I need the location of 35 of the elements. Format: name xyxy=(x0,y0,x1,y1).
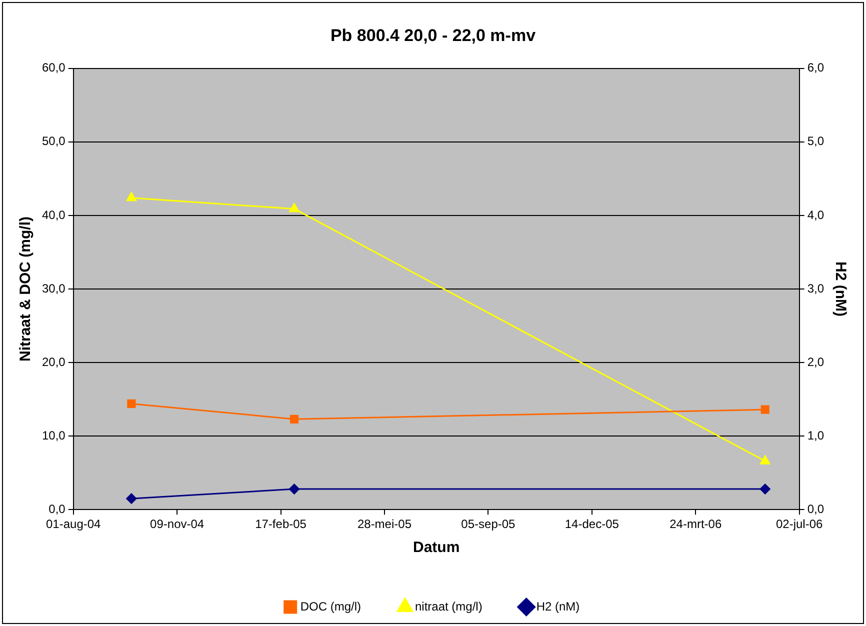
point xyxy=(760,405,770,414)
y-axis-title: Nitraat & DOC (mg/l) xyxy=(17,216,34,362)
point xyxy=(289,203,300,212)
x-tick-label: 01-aug-04 xyxy=(46,517,102,532)
x-tick-label: 28-mei-05 xyxy=(357,517,412,532)
point xyxy=(290,414,299,424)
y-tick-label: 60,0 xyxy=(42,60,66,75)
x-tick-label: 02-jul-06 xyxy=(776,517,823,532)
y2-axis-title: H2 (nM) xyxy=(832,262,849,316)
point xyxy=(127,399,136,408)
point xyxy=(760,455,770,464)
x-tick-label: 05-sep-05 xyxy=(461,517,516,532)
y-tick-label: 10,0 xyxy=(42,428,66,442)
y2-tick-label: 4,0 xyxy=(807,208,824,222)
legend-label: H2 (nM) xyxy=(536,599,580,614)
legend-label: DOC (mg/l) xyxy=(300,599,361,614)
chart-title: Pb 800.4 20,0 - 22,0 m-mv xyxy=(330,26,536,45)
x-axis-title: Datum xyxy=(413,539,460,556)
legend-label: nitraat (mg/l) xyxy=(414,599,482,614)
y2-tick-label: 1,0 xyxy=(807,428,824,442)
x-tick-label: 17-feb-05 xyxy=(255,517,307,532)
x-tick-label: 09-nov-04 xyxy=(150,517,204,532)
y2-tick-label: 0,0 xyxy=(807,502,824,516)
y2-tick-label: 2,0 xyxy=(807,354,824,369)
y-tick-label: 0,0 xyxy=(48,502,66,516)
y2-tick-label: 5,0 xyxy=(807,134,824,148)
y-tick-label: 30,0 xyxy=(42,281,66,296)
y2-tick-label: 6,0 xyxy=(807,60,824,75)
y-tick-label: 50,0 xyxy=(42,134,66,148)
point xyxy=(126,192,137,202)
y2-tick-label: 3,0 xyxy=(807,281,824,296)
y-tick-label: 40,0 xyxy=(42,208,66,222)
x-tick-label: 24-mrt-06 xyxy=(670,517,722,532)
y-tick-label: 20,0 xyxy=(42,354,66,369)
x-tick-label: 14-dec-05 xyxy=(564,517,620,532)
